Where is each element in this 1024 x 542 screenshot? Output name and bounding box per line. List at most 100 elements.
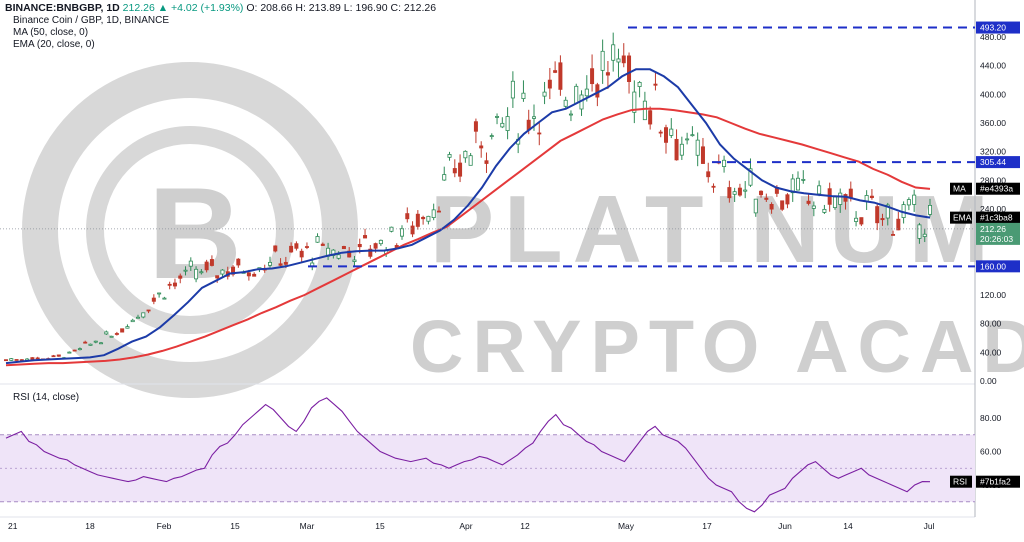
candle-body: [848, 188, 853, 198]
candle-body: [590, 68, 595, 85]
price-tick-label: 480.00: [980, 32, 1006, 42]
candle-body: [664, 127, 669, 143]
candle-body: [4, 359, 9, 362]
price-tick-label: 120.00: [980, 290, 1006, 300]
candle-body: [737, 187, 742, 196]
candle-body: [642, 100, 647, 121]
candle-body: [532, 116, 537, 119]
candle-body: [489, 135, 494, 137]
candle-body: [273, 245, 278, 252]
undefined-value: [976, 475, 1020, 488]
candle-body: [695, 139, 700, 156]
candle-body: [77, 348, 82, 351]
rsi-tick-label: 60.00: [980, 447, 1002, 457]
candle-body: [479, 145, 484, 149]
candle-body: [854, 217, 859, 222]
candle-body: [811, 205, 816, 209]
candle-body: [669, 128, 674, 136]
candle-body: [759, 190, 764, 196]
rsi-line: [5, 397, 931, 513]
candle-body: [595, 84, 600, 98]
candle-body: [727, 187, 732, 199]
undefined-value: [976, 182, 1020, 195]
candle-body: [753, 198, 758, 214]
candle-body: [769, 203, 774, 210]
candle-body: [600, 50, 605, 71]
candle-body: [637, 81, 642, 87]
watermark-logo: B: [22, 62, 358, 398]
watermark-line1: PLATINUM: [430, 176, 999, 283]
candle-body: [83, 341, 88, 344]
candle-body: [542, 91, 547, 97]
level-tag-text: 305.44: [980, 157, 1006, 167]
candle-body: [658, 131, 663, 134]
candle-body: [627, 55, 632, 82]
candle-body: [341, 246, 346, 250]
candle-body: [130, 319, 135, 323]
candle-body: [410, 225, 415, 235]
price-tick-label: 440.00: [980, 61, 1006, 71]
candle-body: [648, 110, 653, 125]
candle-body: [743, 189, 748, 192]
candle-body: [363, 235, 368, 239]
candle-body: [732, 191, 737, 195]
level-tag-text: 493.20: [980, 23, 1006, 33]
ohlc-values: O: 208.66 H: 213.89 L: 196.90 C: 212.26: [246, 2, 437, 14]
candle-body: [806, 200, 811, 204]
undefined-name: [950, 475, 972, 488]
candle-body: [632, 91, 637, 113]
candle-body: [780, 200, 785, 210]
time-tick-label: Jun: [778, 521, 792, 531]
candle-body: [278, 263, 283, 266]
undefined-name: [950, 211, 972, 224]
svg-text:B: B: [148, 160, 242, 306]
candle-body: [368, 248, 373, 257]
axis-tags: 493.20 305.44 160.00 MA #e4393a EMA #1c3ba8212…: [950, 21, 1020, 488]
candle-body: [885, 204, 890, 219]
undefined-value: [976, 211, 1020, 224]
candle-body: [93, 340, 98, 343]
candle-body: [236, 258, 241, 266]
candle-body: [304, 246, 309, 248]
undefined-name: [950, 182, 972, 195]
candle-body: [141, 312, 146, 318]
candle-body: [891, 234, 896, 236]
chart-header: BINANCE:BNBGBP, 1D 212.26 ▲ +4.02 (+1.93…: [5, 2, 436, 15]
time-tick-label: Jul: [924, 521, 935, 531]
candle-body: [405, 213, 410, 220]
candle-body: [553, 70, 558, 73]
candle-body: [832, 196, 837, 208]
rsi-study-label: RSI (14, close): [13, 392, 80, 403]
level-tag-text: 160.00: [980, 261, 1006, 271]
candle-body: [748, 168, 753, 186]
time-axis: 21 18 Feb 15 Mar 15 Apr 12 May 17 Jun 14 Jul: [8, 521, 935, 531]
candle-body: [172, 282, 177, 287]
candle-body: [674, 138, 679, 161]
ema20-line: [5, 68, 931, 365]
candle-body: [104, 331, 109, 335]
candle-body: [558, 62, 563, 90]
candle-body: [447, 154, 452, 158]
candle-body: [294, 243, 299, 249]
candle-body: [611, 44, 616, 61]
price-tick-label: 0.00: [980, 376, 997, 386]
candle-body: [568, 113, 573, 116]
candle-body: [796, 177, 801, 191]
candle-body: [463, 150, 468, 159]
undefined-name-text: RSI: [953, 477, 967, 487]
undefined-name-text: MA: [953, 184, 966, 194]
candle-body: [399, 228, 404, 237]
time-tick-label: 18: [85, 521, 95, 531]
candle-body: [56, 354, 61, 357]
undefined-name-text: EMA: [953, 213, 972, 223]
price-tick-label: 40.00: [980, 347, 1002, 357]
candle-body: [151, 297, 156, 302]
candle-body: [426, 215, 431, 222]
candle-body: [574, 85, 579, 104]
candle-body: [495, 116, 500, 118]
candle-body: [373, 243, 378, 249]
candle-body: [616, 58, 621, 63]
chart-title: Binance Coin / GBP, 1D, BINANCE: [13, 15, 169, 26]
ma-study-label: MA (50, close, 0): [13, 27, 89, 38]
